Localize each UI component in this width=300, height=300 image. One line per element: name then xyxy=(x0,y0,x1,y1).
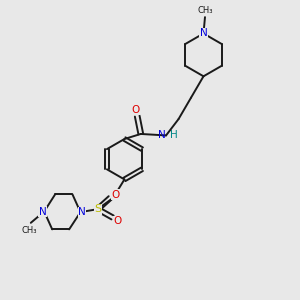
Text: N: N xyxy=(39,206,46,217)
Text: N: N xyxy=(200,28,207,38)
Text: N: N xyxy=(78,207,86,217)
Text: S: S xyxy=(94,204,101,214)
Text: H: H xyxy=(169,130,177,140)
Text: CH₃: CH₃ xyxy=(197,6,213,15)
Text: O: O xyxy=(114,216,122,226)
Text: N: N xyxy=(158,130,166,140)
Text: O: O xyxy=(111,190,120,200)
Text: CH₃: CH₃ xyxy=(22,226,37,235)
Text: O: O xyxy=(132,105,140,115)
